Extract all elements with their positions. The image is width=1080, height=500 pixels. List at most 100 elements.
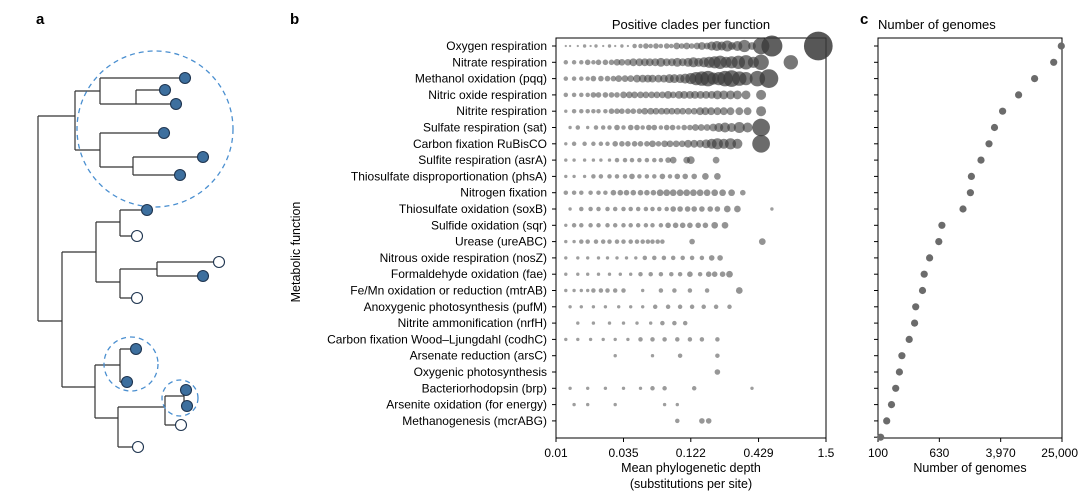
- clade-point: [564, 288, 568, 293]
- clade-point: [596, 108, 601, 114]
- negative-tip-node: [131, 440, 145, 454]
- clade-point: [572, 174, 576, 179]
- clade-point: [644, 174, 650, 179]
- clade-point: [590, 92, 597, 98]
- clade-point: [621, 206, 626, 212]
- genome-count-point: [959, 205, 967, 213]
- clade-point: [719, 90, 729, 100]
- clade-point: [661, 140, 668, 148]
- tree-branch: [94, 364, 120, 419]
- clade-point: [650, 189, 657, 196]
- clade-point: [662, 402, 667, 407]
- genome-count-point: [966, 189, 975, 197]
- clade-point: [637, 91, 644, 99]
- clade-point: [579, 239, 584, 244]
- clade-point: [659, 173, 666, 180]
- clade-point: [732, 90, 742, 100]
- clade-point: [629, 272, 633, 276]
- clade-point: [689, 255, 695, 261]
- clade-point: [675, 418, 680, 424]
- clade-point: [614, 239, 620, 244]
- clade-point: [650, 239, 655, 244]
- genome-count-point: [887, 401, 896, 409]
- genome-count-point: [935, 238, 943, 246]
- category-label: Nitrite respiration: [456, 104, 547, 118]
- clade-point: [607, 321, 612, 325]
- clade-point: [564, 109, 568, 113]
- clade-point: [563, 190, 569, 195]
- clade-point: [653, 91, 661, 99]
- clade-point: [720, 122, 730, 133]
- clade-point: [589, 44, 592, 48]
- clade-point: [676, 125, 681, 130]
- positive-tip-node: [157, 126, 171, 140]
- category-label: Carbon fixation RuBisCO: [413, 137, 547, 151]
- clade-point: [618, 58, 626, 66]
- clade-point: [571, 141, 577, 147]
- clade-point: [591, 321, 596, 325]
- clade-point: [604, 75, 611, 82]
- clade-point: [618, 272, 622, 276]
- tree-branch: [164, 395, 184, 426]
- clade-point: [660, 320, 665, 326]
- clade-point: [713, 107, 722, 116]
- clade-point: [582, 174, 587, 179]
- clade-point: [666, 140, 674, 148]
- clade-point: [719, 189, 726, 197]
- clade-point: [701, 304, 706, 310]
- clade-point: [596, 272, 601, 276]
- clade-point: [614, 44, 617, 48]
- clade-point: [579, 206, 584, 212]
- clade-point: [638, 271, 643, 277]
- clade-point: [679, 107, 687, 115]
- clade-point: [621, 321, 626, 325]
- category-label: Arsenate reduction (arsC): [410, 349, 547, 363]
- clade-point: [756, 89, 767, 100]
- clade-point: [733, 121, 745, 134]
- clade-point: [691, 91, 699, 99]
- clade-point: [582, 141, 587, 147]
- tree-branch: [37, 115, 75, 322]
- clade-point: [614, 92, 620, 98]
- clade-point: [673, 42, 681, 50]
- clade-point: [608, 108, 615, 114]
- clade-point: [695, 222, 701, 229]
- x-tick-label: 25,000: [1041, 446, 1078, 460]
- clade-point: [669, 124, 676, 131]
- clade-point: [576, 44, 579, 48]
- clade-point: [650, 337, 655, 342]
- clade-highlight-circle: [103, 336, 159, 392]
- clade-point: [613, 354, 617, 358]
- clade-point: [621, 386, 626, 390]
- clade-point: [658, 125, 664, 130]
- clade-point: [719, 107, 728, 116]
- clade-point: [675, 402, 679, 407]
- clade-point: [803, 31, 833, 61]
- clade-point: [638, 337, 643, 342]
- clade-point: [588, 337, 593, 342]
- panel-b-x-axis-label: Mean phylogenetic depth: [621, 461, 761, 475]
- clade-point: [610, 75, 617, 82]
- tree-branch: [135, 89, 176, 105]
- clade-point: [726, 107, 735, 116]
- clade-point: [563, 92, 569, 98]
- clade-point: [712, 156, 720, 164]
- clade-point: [563, 60, 569, 65]
- clade-point: [591, 158, 596, 162]
- clade-point: [687, 222, 693, 229]
- clade-point: [603, 190, 608, 195]
- clade-point: [613, 402, 617, 407]
- clade-point: [600, 239, 606, 244]
- clade-point: [627, 75, 635, 82]
- positive-tip-node: [180, 399, 194, 413]
- panel-c-plot-frame: [877, 37, 1063, 439]
- clade-point: [572, 402, 576, 407]
- clade-point: [599, 158, 603, 162]
- clade-point: [691, 206, 697, 212]
- clade-point: [591, 288, 596, 293]
- clade-point: [663, 43, 670, 49]
- genome-count-point: [926, 254, 934, 262]
- category-label: Thiosulfate disproportionation (phsA): [351, 169, 547, 183]
- clade-point: [738, 39, 751, 53]
